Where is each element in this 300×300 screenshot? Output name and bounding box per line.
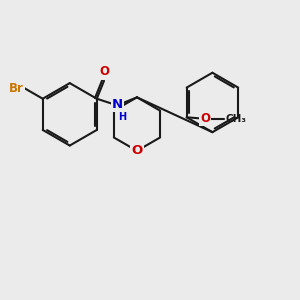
Text: N: N bbox=[112, 98, 123, 111]
Text: O: O bbox=[131, 144, 142, 157]
Text: Br: Br bbox=[9, 82, 24, 94]
Text: O: O bbox=[200, 112, 210, 125]
Text: CH₃: CH₃ bbox=[226, 114, 247, 124]
Text: O: O bbox=[99, 65, 109, 78]
Text: H: H bbox=[118, 112, 126, 122]
